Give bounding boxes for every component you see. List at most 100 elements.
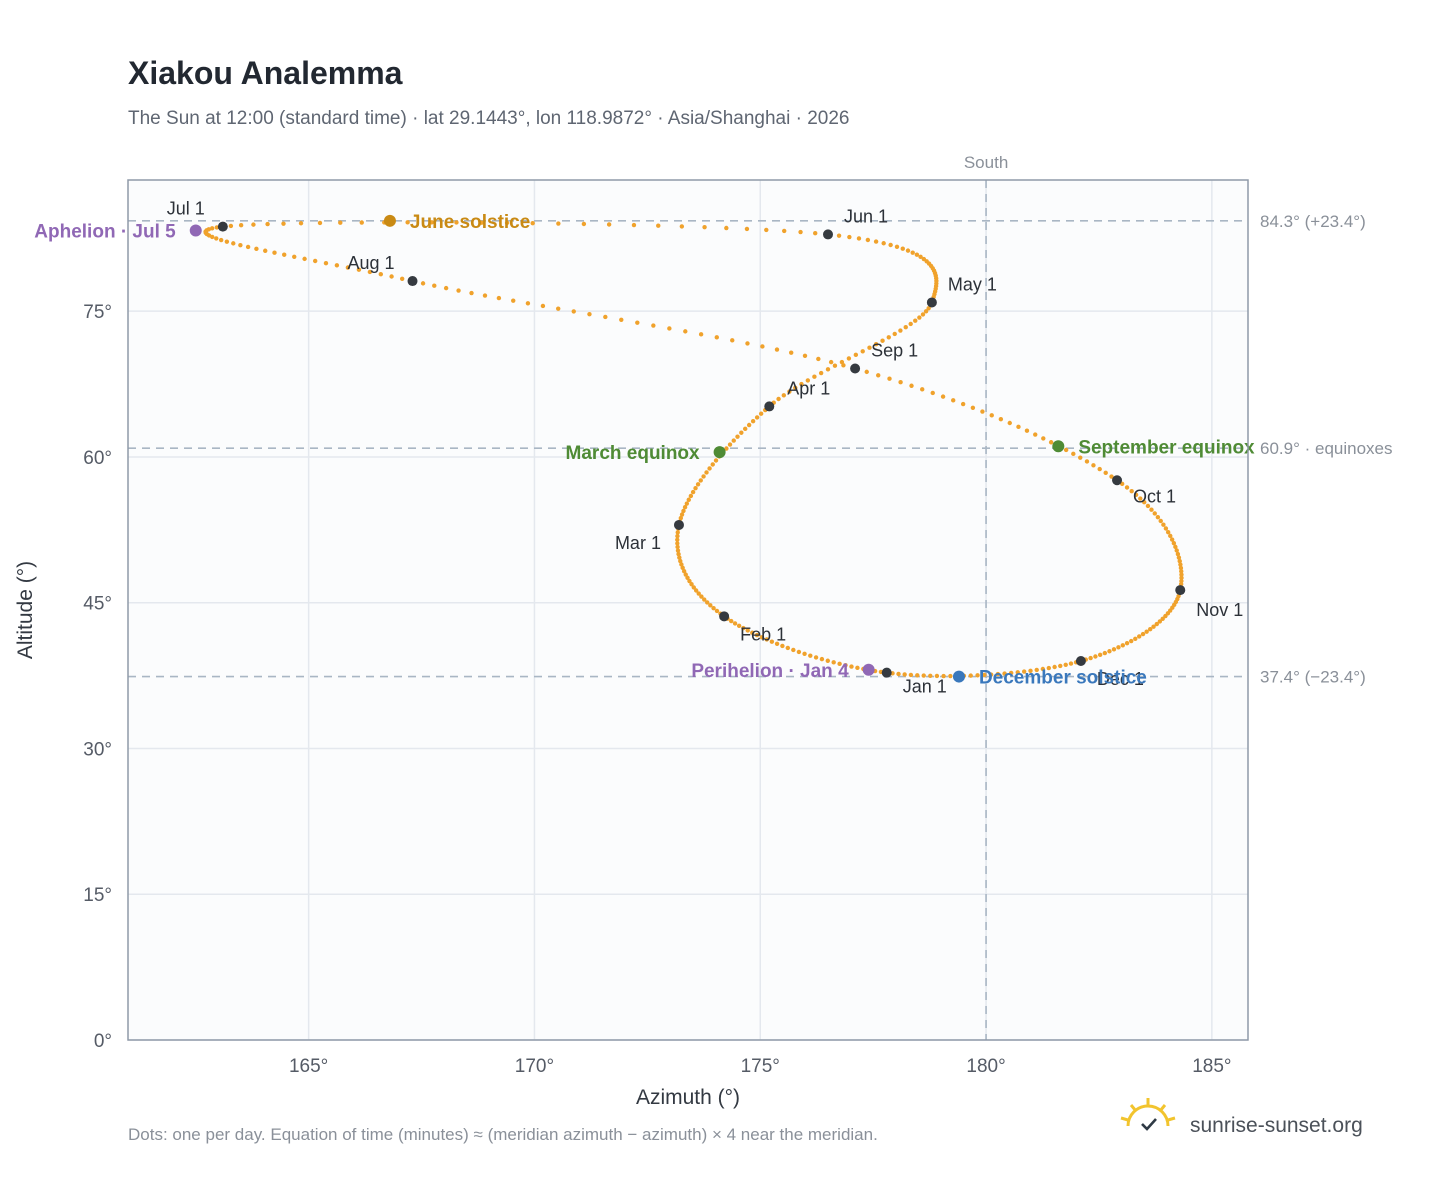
daily-sun-dot	[1178, 565, 1184, 571]
daily-sun-dot	[263, 248, 268, 253]
daily-sun-dot	[805, 378, 811, 383]
daily-sun-dot	[915, 673, 920, 678]
daily-sun-dot	[359, 220, 364, 225]
daily-sun-dot	[941, 673, 946, 679]
chart-subtitle: The Sun at 12:00 (standard time) · lat 2…	[128, 108, 849, 129]
daily-sun-dot	[399, 276, 405, 281]
daily-sun-dot	[679, 562, 684, 567]
daily-sun-dot	[764, 637, 769, 642]
daily-sun-dot	[581, 221, 587, 227]
daily-sun-dot	[1102, 650, 1108, 656]
daily-sun-dot	[796, 649, 802, 655]
daily-sun-dot	[1173, 544, 1178, 550]
daily-sun-dot	[677, 555, 682, 560]
daily-sun-dot	[1078, 455, 1083, 460]
daily-sun-dot	[813, 230, 818, 236]
daily-sun-dot	[265, 221, 270, 227]
daily-sun-dot	[698, 478, 703, 483]
daily-sun-dot	[782, 228, 787, 234]
daily-sun-dot	[1063, 662, 1068, 667]
daily-sun-dot	[731, 438, 736, 443]
daily-sun-dot	[389, 274, 394, 279]
daily-sun-dot	[843, 663, 848, 668]
daily-sun-dot	[1161, 522, 1166, 527]
daily-sun-dot	[251, 222, 256, 227]
daily-sun-dot	[758, 411, 764, 416]
daily-sun-dot	[681, 508, 686, 514]
daily-sun-dot	[1088, 655, 1093, 661]
daily-sun-dot	[995, 671, 1001, 677]
daily-sun-dot	[909, 383, 914, 388]
daily-sun-dot	[887, 376, 892, 381]
daily-sun-dot	[774, 641, 780, 646]
daily-sun-dot	[970, 405, 976, 410]
daily-sun-dot	[682, 505, 688, 510]
daily-sun-dot	[420, 281, 426, 286]
daily-sun-dot	[1177, 558, 1182, 564]
daily-sun-dot	[1008, 670, 1014, 676]
daily-sun-dot	[218, 237, 224, 243]
daily-sun-dot	[540, 303, 546, 309]
daily-sun-dot	[724, 446, 729, 451]
month-marker-dot	[926, 297, 937, 308]
daily-sun-dot	[876, 373, 881, 378]
event-marker-dot	[952, 670, 965, 683]
daily-sun-dot	[819, 656, 825, 662]
daily-sun-dot	[798, 229, 803, 235]
daily-sun-dot	[619, 317, 624, 322]
daily-sun-dot	[698, 332, 704, 337]
daily-sun-dot	[1157, 619, 1163, 624]
daily-sun-dot	[1144, 629, 1149, 634]
daily-sun-dot	[1028, 668, 1033, 673]
daily-sun-dot	[791, 647, 796, 653]
daily-sun-dot	[934, 673, 940, 679]
daily-sun-dot	[1040, 666, 1046, 672]
daily-sun-dot	[675, 533, 680, 539]
month-marker-dot	[407, 276, 418, 287]
daily-sun-dot	[1016, 424, 1021, 430]
footnote: Dots: one per day. Equation of time (min…	[128, 1125, 878, 1144]
daily-sun-dot	[1129, 488, 1134, 494]
event-marker-dot	[862, 663, 875, 676]
y-axis-label: Altitude (°)	[14, 561, 37, 659]
daily-sun-dot	[735, 434, 740, 439]
daily-sun-dot	[705, 600, 710, 605]
daily-sun-dot	[1015, 670, 1020, 675]
daily-sun-dot	[1041, 436, 1046, 441]
daily-sun-dot	[687, 578, 692, 584]
event-marker-dot	[1052, 440, 1065, 453]
daily-sun-dot	[849, 664, 854, 669]
daily-sun-dot	[808, 653, 813, 658]
daily-sun-dot	[587, 311, 592, 317]
daily-sun-dot	[708, 603, 713, 608]
daily-sun-dot	[224, 239, 230, 244]
daily-sun-dot	[479, 220, 484, 225]
daily-sun-dot	[345, 265, 351, 270]
event-marker-label: September equinox	[1078, 437, 1255, 458]
daily-sun-dot	[683, 572, 688, 577]
daily-sun-dot	[825, 367, 831, 372]
daily-sun-dot	[680, 565, 685, 571]
daily-sun-dot	[1165, 529, 1171, 535]
daily-sun-dot	[714, 608, 720, 614]
brand-name[interactable]: sunrise-sunset.org	[1190, 1114, 1363, 1137]
daily-sun-dot	[556, 221, 561, 226]
daily-sun-dot	[302, 256, 307, 262]
month-marker-label: May 1	[948, 274, 997, 294]
daily-sun-dot	[923, 309, 929, 314]
daily-sun-dot	[1160, 616, 1165, 621]
daily-sun-dot	[714, 335, 719, 340]
month-marker-dot	[1075, 656, 1086, 667]
daily-sun-dot	[254, 246, 259, 252]
daily-sun-dot	[793, 385, 798, 391]
daily-sun-dot	[443, 285, 449, 291]
daily-sun-dot	[1097, 652, 1103, 658]
daily-sun-dot	[1052, 664, 1057, 670]
daily-sun-dot	[1152, 511, 1157, 516]
daily-sun-dot	[1138, 496, 1143, 501]
daily-sun-dot	[867, 345, 872, 350]
daily-sun-dot	[1124, 641, 1130, 646]
daily-sun-dot	[1171, 541, 1177, 546]
daily-sun-dot	[1091, 463, 1096, 468]
daily-sun-dot	[1137, 634, 1142, 639]
